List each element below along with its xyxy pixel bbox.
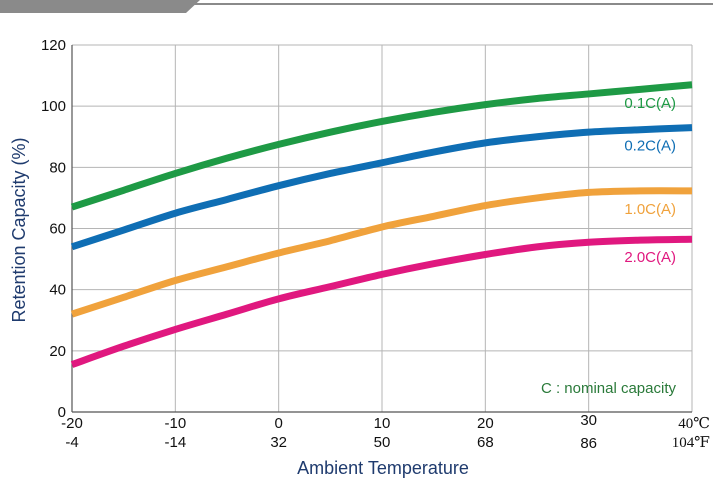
y-tick-label: 20 xyxy=(49,343,66,360)
x-axis-title: Ambient Temperature xyxy=(297,458,469,478)
x-tick-label-fahrenheit: 86 xyxy=(580,435,597,452)
y-tick-label: 60 xyxy=(49,221,66,238)
series-labels: 0.1C(A) 0.2C(A) 1.0C(A) 2.0C(A) xyxy=(624,95,676,266)
header-banner xyxy=(0,0,713,13)
series-line-1 xyxy=(70,81,693,211)
x-tick-label-fahrenheit: 104℉ xyxy=(672,435,711,451)
y-tick-labels: 0 20 40 60 80 100 120 xyxy=(41,37,66,421)
y-tick-label: 0 xyxy=(58,404,66,421)
x-tick-label-celsius: 10 xyxy=(374,415,391,432)
series-lines xyxy=(70,81,693,368)
x-tick-label-celsius: 40℃ xyxy=(678,416,710,432)
x-tick-label-celsius: -10 xyxy=(164,415,186,432)
plot-frame xyxy=(71,45,692,413)
y-tick-label: 100 xyxy=(41,98,66,115)
x-tick-label-celsius: 20 xyxy=(477,415,494,432)
x-tick-label-fahrenheit: 32 xyxy=(270,434,287,451)
series-line-3 xyxy=(70,187,693,318)
x-tick-label-celsius: 0 xyxy=(274,415,282,432)
y-tick-label: 40 xyxy=(49,282,66,299)
series-line-2 xyxy=(70,124,693,251)
x-tick-label-celsius: -20 xyxy=(61,415,83,432)
y-tick-label: 120 xyxy=(41,37,66,54)
series-label-4: 2.0C(A) xyxy=(624,249,676,266)
x-tick-label-celsius: 30 xyxy=(580,412,597,429)
series-label-2: 0.2C(A) xyxy=(624,138,676,155)
x-tick-label-fahrenheit: -14 xyxy=(164,434,186,451)
series-label-3: 1.0C(A) xyxy=(624,201,676,218)
x-tick-labels: -20 -4 -10 -14 0 32 10 50 20 68 30 86 40℃ 104℉ xyxy=(61,412,710,452)
annotation-nominal-capacity: C : nominal capacity xyxy=(541,380,677,397)
x-tick-label-fahrenheit: 68 xyxy=(477,434,494,451)
x-tick-label-fahrenheit: -4 xyxy=(65,434,78,451)
x-tick-label-fahrenheit: 50 xyxy=(374,434,391,451)
y-axis-title: Retention Capacity (%) xyxy=(9,137,29,322)
y-tick-label: 80 xyxy=(49,159,66,176)
series-line-4 xyxy=(70,235,693,368)
series-label-1: 0.1C(A) xyxy=(624,95,676,112)
